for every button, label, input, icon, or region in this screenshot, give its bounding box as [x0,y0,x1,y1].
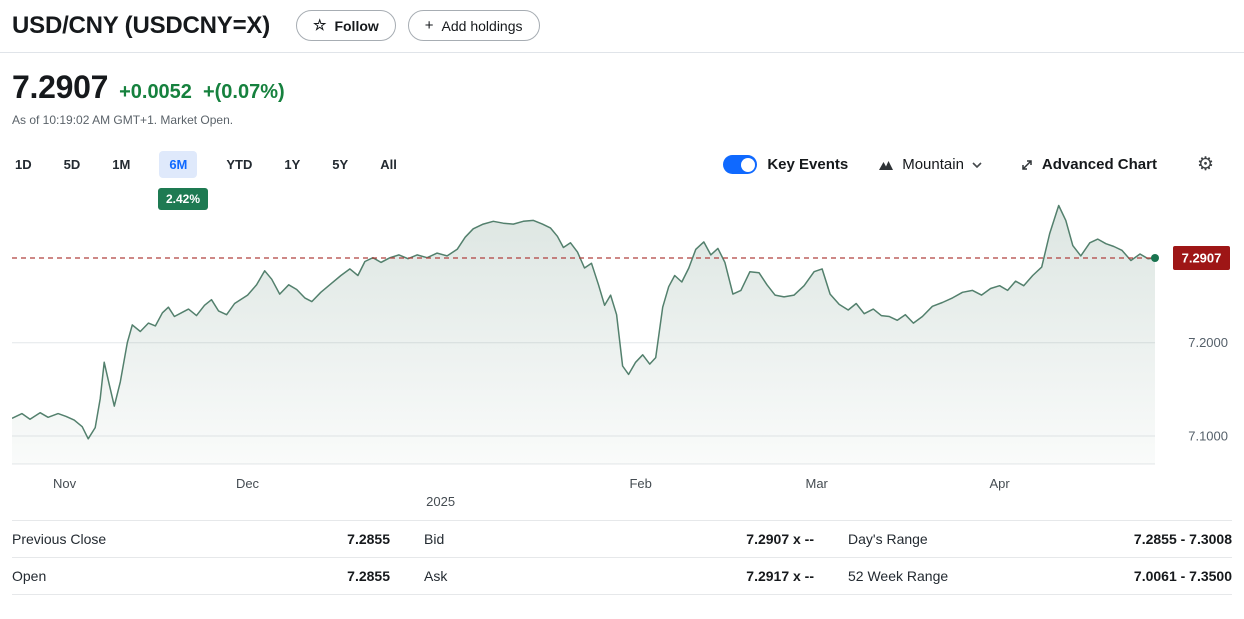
stat-label: Ask [424,568,448,584]
key-events-toggle[interactable] [723,155,758,174]
range-tab-6m[interactable]: 6M [159,151,198,178]
stat-value: 7.2855 [347,531,390,547]
current-price: 7.2907 [12,69,109,105]
stat-ask: Ask 7.2917 x -- [424,558,814,594]
chart-type-label: Mountain [902,156,964,173]
price-chart[interactable]: 7.2000 7.1000 7.2907 Nov Dec 2025 Feb Mar Apr [12,198,1230,516]
stat-open: Open 7.2855 [12,558,390,594]
stat-value: 7.2917 x -- [746,568,814,584]
add-holdings-button[interactable]: + Add holdings [407,10,540,41]
chart-controls: 1D 5D 1M 6M YTD 1Y 5Y All 2.42% Key Even… [0,127,1244,210]
advanced-chart-button[interactable]: Advanced Chart [1020,156,1157,173]
stat-value: 7.0061 - 7.3500 [1133,568,1232,584]
key-events-label: Key Events [767,156,849,173]
quote-summary: 7.2907 +0.0052 +(0.07%) [0,53,1244,106]
star-icon: ☆ [313,17,327,34]
stats-row: Previous Close 7.2855 Bid 7.2907 x -- Da… [12,521,1232,558]
x-axis-label: Mar [806,476,829,491]
price-change-percent: +(0.07%) [202,81,285,103]
x-axis-label: Nov [53,476,77,491]
x-axis-label: Feb [629,476,651,491]
range-tab-5y[interactable]: 5Y [329,151,351,178]
range-tab-5d[interactable]: 5D [61,151,84,178]
stat-days-range: Day's Range 7.2855 - 7.3008 [848,521,1232,557]
chart-type-select[interactable]: Mountain [878,156,982,173]
stat-value: 7.2907 x -- [746,531,814,547]
header: USD/CNY (USDCNY=X) ☆ Follow + Add holdin… [0,0,1244,53]
range-return-badge: 2.42% [158,188,209,210]
y-axis-label: 7.1000 [1188,429,1228,444]
page-title: USD/CNY (USDCNY=X) [12,11,270,39]
advanced-chart-label: Advanced Chart [1041,156,1157,173]
stat-52-week-range: 52 Week Range 7.0061 - 7.3500 [848,558,1232,594]
follow-label: Follow [334,17,379,34]
stat-bid: Bid 7.2907 x -- [424,521,814,557]
as-of-text: As of 10:19:02 AM GMT+1. Market Open. [12,113,234,127]
range-tab-1y[interactable]: 1Y [281,151,303,178]
stat-label: Previous Close [12,531,107,547]
chevron-down-icon [972,161,982,168]
stats-row: Open 7.2855 Ask 7.2917 x -- 52 Week Rang… [12,558,1232,595]
plus-icon: + [424,17,434,34]
add-holdings-label: Add holdings [441,17,523,34]
price-badge [1173,246,1230,270]
settings-gear-icon[interactable]: ⚙ [1196,154,1214,175]
stat-previous-close: Previous Close 7.2855 [12,521,390,557]
y-axis-label: 7.2000 [1188,335,1228,350]
follow-button[interactable]: ☆ Follow [296,10,396,41]
range-tab-ytd[interactable]: YTD [223,151,255,178]
mountain-icon [878,159,894,171]
range-tab-all[interactable]: All [377,151,400,178]
stat-label: Day's Range [848,531,928,547]
area-fill [12,205,1155,464]
stat-value: 7.2855 - 7.3008 [1133,531,1232,547]
x-axis-label: Dec [236,476,260,491]
price-change: +0.0052 [119,81,192,103]
range-tab-1d[interactable]: 1D [12,151,35,178]
x-axis-label: Apr [989,476,1010,491]
stat-value: 7.2855 [347,568,390,584]
stat-label: Bid [424,531,445,547]
expand-icon [1020,158,1034,172]
stat-label: Open [12,568,47,584]
last-price-dot [1151,254,1159,262]
price-badge-label: 7.2907 [1182,251,1222,266]
chart-area: 7.2000 7.1000 7.2907 Nov Dec 2025 Feb Mar Apr [0,198,1244,516]
range-tab-1m[interactable]: 1M [109,151,133,178]
toggle-knob [740,157,755,172]
price-line [12,204,1156,440]
x-axis-label: 2025 [426,494,455,509]
quote-page: USD/CNY (USDCNY=X) ☆ Follow + Add holdin… [0,0,1244,595]
stat-label: 52 Week Range [848,568,949,584]
range-tabs: 1D 5D 1M 6M YTD 1Y 5Y All 2.42% [12,151,400,210]
quote-statistics: Previous Close 7.2855 Bid 7.2907 x -- Da… [12,520,1232,595]
chart-toolbar: Key Events Mountain Advanced Chart ⚙ [723,155,1214,174]
